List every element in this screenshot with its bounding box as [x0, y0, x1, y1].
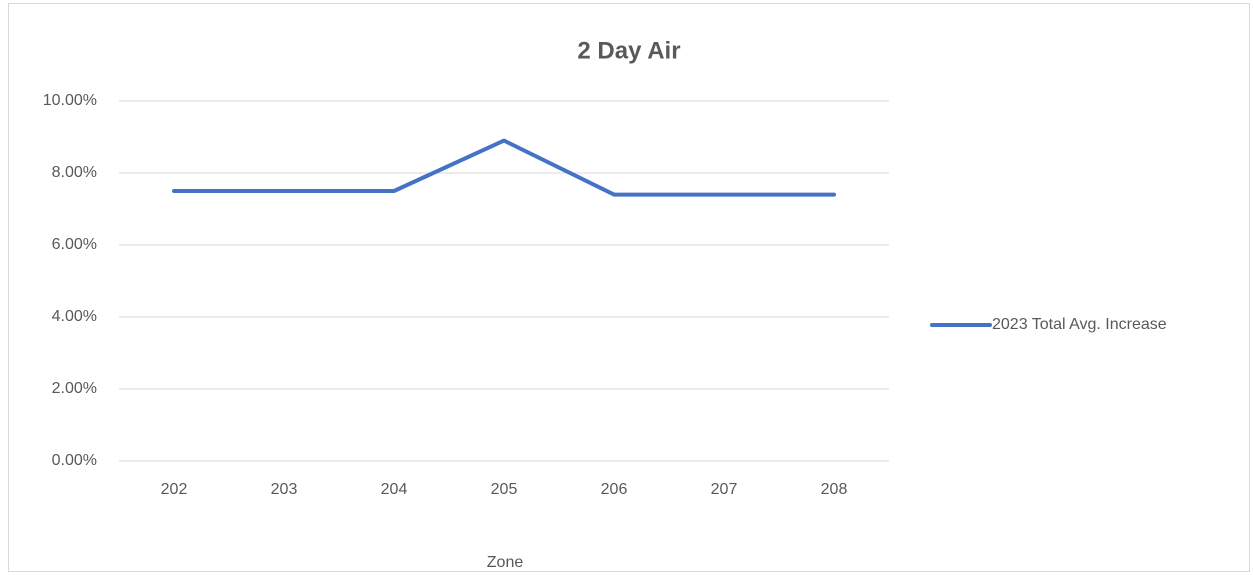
x-tick-label: 202 [161, 481, 188, 498]
x-tick-label: 207 [711, 481, 738, 498]
line-series [172, 138, 836, 197]
x-tick-label: 203 [271, 481, 298, 498]
legend-label: 2023 Total Avg. Increase [992, 316, 1167, 333]
y-tick-label: 6.00% [52, 236, 97, 253]
x-tick-label: 208 [821, 481, 848, 498]
x-tick-label: 204 [381, 481, 408, 498]
x-tick-label: 206 [601, 481, 628, 498]
chart-title: 2 Day Air [577, 37, 680, 64]
x-axis-label: Zone [487, 554, 524, 571]
y-tick-label: 4.00% [52, 308, 97, 325]
x-tick-label: 205 [491, 481, 518, 498]
y-tick-label: 10.00% [43, 92, 97, 109]
chart-border [8, 3, 1250, 572]
y-tick-label: 0.00% [52, 452, 97, 469]
y-tick-label: 8.00% [52, 164, 97, 181]
y-tick-label: 2.00% [52, 380, 97, 397]
